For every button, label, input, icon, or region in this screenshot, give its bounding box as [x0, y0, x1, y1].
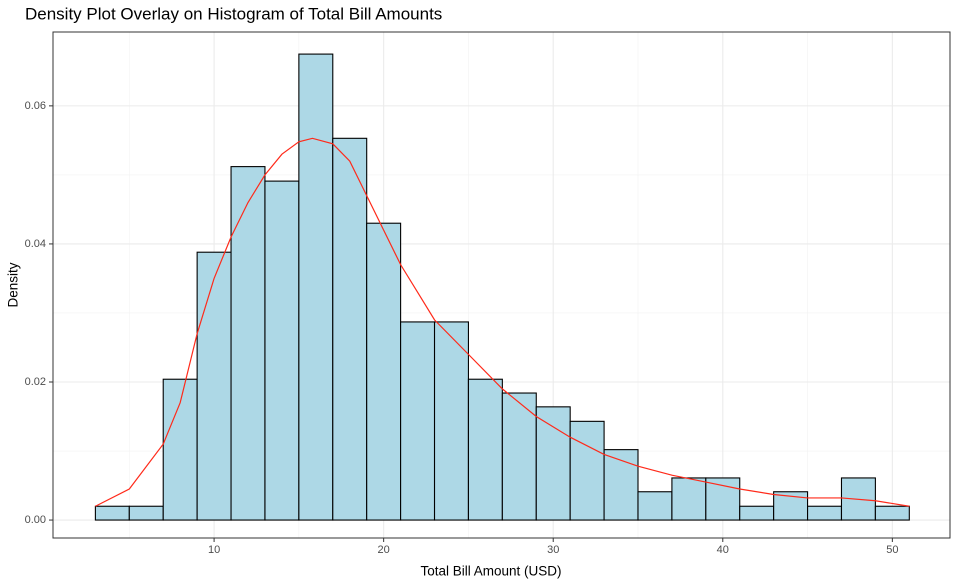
bar [196, 251, 232, 521]
chart-title: Density Plot Overlay on Histogram of Tot… [25, 4, 442, 23]
y-tick-label: 0.00 [25, 514, 46, 526]
x-axis-title: Total Bill Amount (USD) [420, 564, 561, 579]
x-tick-label: 30 [547, 544, 559, 556]
bar [535, 406, 571, 521]
bar [671, 477, 707, 521]
bar [230, 166, 266, 521]
y-tick-label: 0.02 [25, 376, 46, 388]
bar [739, 505, 775, 521]
density-line [95, 137, 910, 507]
bar [264, 180, 300, 521]
x-tick-label: 40 [717, 544, 729, 556]
bar [332, 137, 368, 521]
bar [128, 505, 164, 521]
bar [467, 378, 503, 521]
plot-border [52, 31, 951, 539]
bar [874, 505, 910, 521]
bar [400, 321, 436, 521]
bar [637, 491, 673, 521]
bar [433, 321, 469, 521]
x-tick-label: 20 [378, 544, 390, 556]
x-tick-label: 50 [886, 544, 898, 556]
bar [366, 222, 402, 521]
bar [94, 505, 130, 521]
y-tick-label: 0.04 [25, 238, 46, 250]
y-axis-title: Density [6, 262, 21, 307]
bar [569, 420, 605, 521]
bar [298, 53, 334, 521]
bar [501, 392, 537, 521]
y-tick-label: 0.06 [25, 100, 46, 112]
x-tick-label: 10 [208, 544, 220, 556]
bar [603, 449, 639, 521]
bar [807, 505, 843, 521]
bar [705, 477, 741, 521]
